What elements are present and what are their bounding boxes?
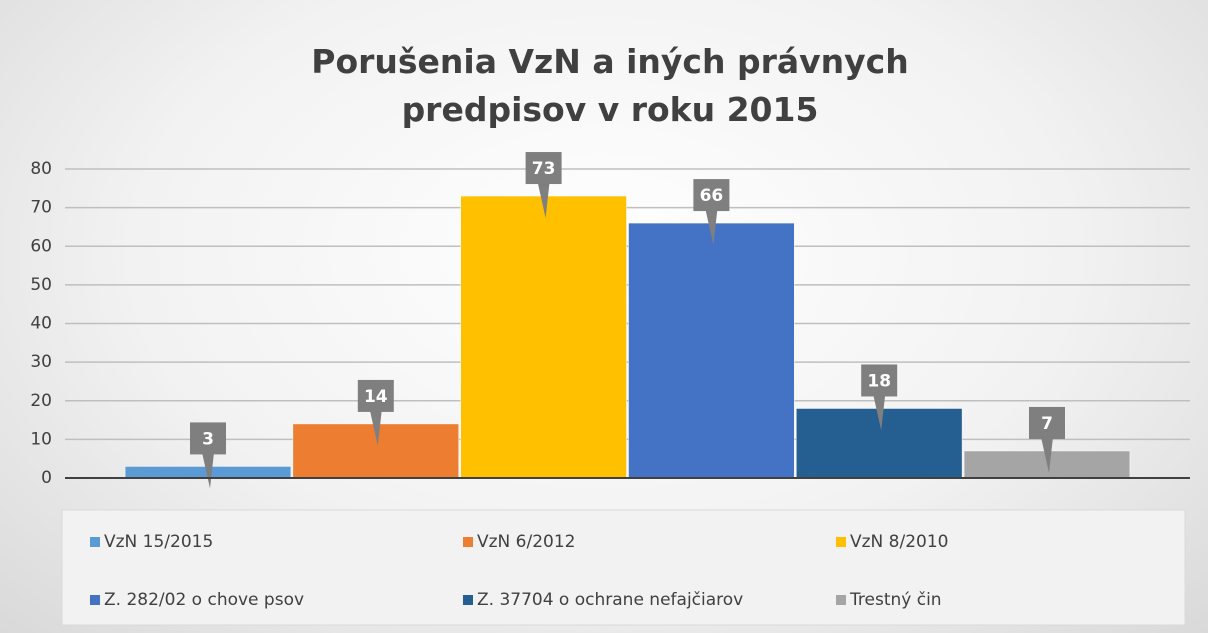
label-pointer	[369, 409, 382, 446]
legend-swatch	[463, 537, 473, 547]
legend-swatch	[90, 537, 100, 547]
y-tick-label: 40	[30, 314, 52, 334]
y-tick-label: 10	[30, 429, 52, 449]
label-pointer	[705, 209, 718, 246]
data-label: 66	[700, 186, 724, 206]
legend-label: Trestný čin	[849, 590, 942, 610]
y-tick-label: 60	[30, 236, 52, 256]
y-tick-label: 50	[30, 275, 52, 295]
label-pointer	[873, 394, 886, 431]
y-tick-label: 80	[30, 159, 52, 179]
label-box	[525, 152, 562, 185]
legend-label: VzN 15/2015	[104, 532, 213, 552]
chart-title: Porušenia VzN a iných právnych predpisov…	[311, 42, 909, 129]
legend-label: Z. 37704 o ochrane nefajčiarov	[477, 590, 743, 610]
legend-swatch	[90, 595, 100, 605]
bar	[628, 222, 795, 479]
legend-box	[61, 509, 1186, 626]
label-pointer	[202, 452, 214, 489]
y-tick-label: 20	[30, 391, 52, 411]
y-tick-label: 30	[30, 352, 52, 372]
bar	[460, 195, 627, 479]
legend-label: VzN 6/2012	[477, 532, 575, 552]
legend-label: VzN 8/2010	[850, 532, 948, 552]
data-label: 7	[1041, 414, 1053, 434]
label-pointer	[537, 182, 550, 219]
label-box	[357, 379, 394, 412]
legend-swatch	[463, 595, 473, 605]
data-label: 14	[364, 387, 388, 407]
y-tick-label: 70	[30, 198, 52, 218]
label-pointer	[1041, 436, 1053, 473]
data-label: 3	[202, 429, 214, 449]
label-box	[861, 364, 898, 397]
legend-swatch	[836, 595, 846, 605]
data-label: 18	[867, 371, 891, 391]
label-box	[693, 179, 730, 212]
label-box	[190, 422, 226, 455]
bar	[292, 423, 459, 479]
label-box	[1029, 406, 1065, 439]
legend-swatch	[836, 537, 846, 547]
legend-label: Z. 282/02 o chove psov	[104, 590, 304, 610]
y-tick-label: 0	[41, 468, 52, 488]
data-label: 73	[532, 159, 556, 179]
